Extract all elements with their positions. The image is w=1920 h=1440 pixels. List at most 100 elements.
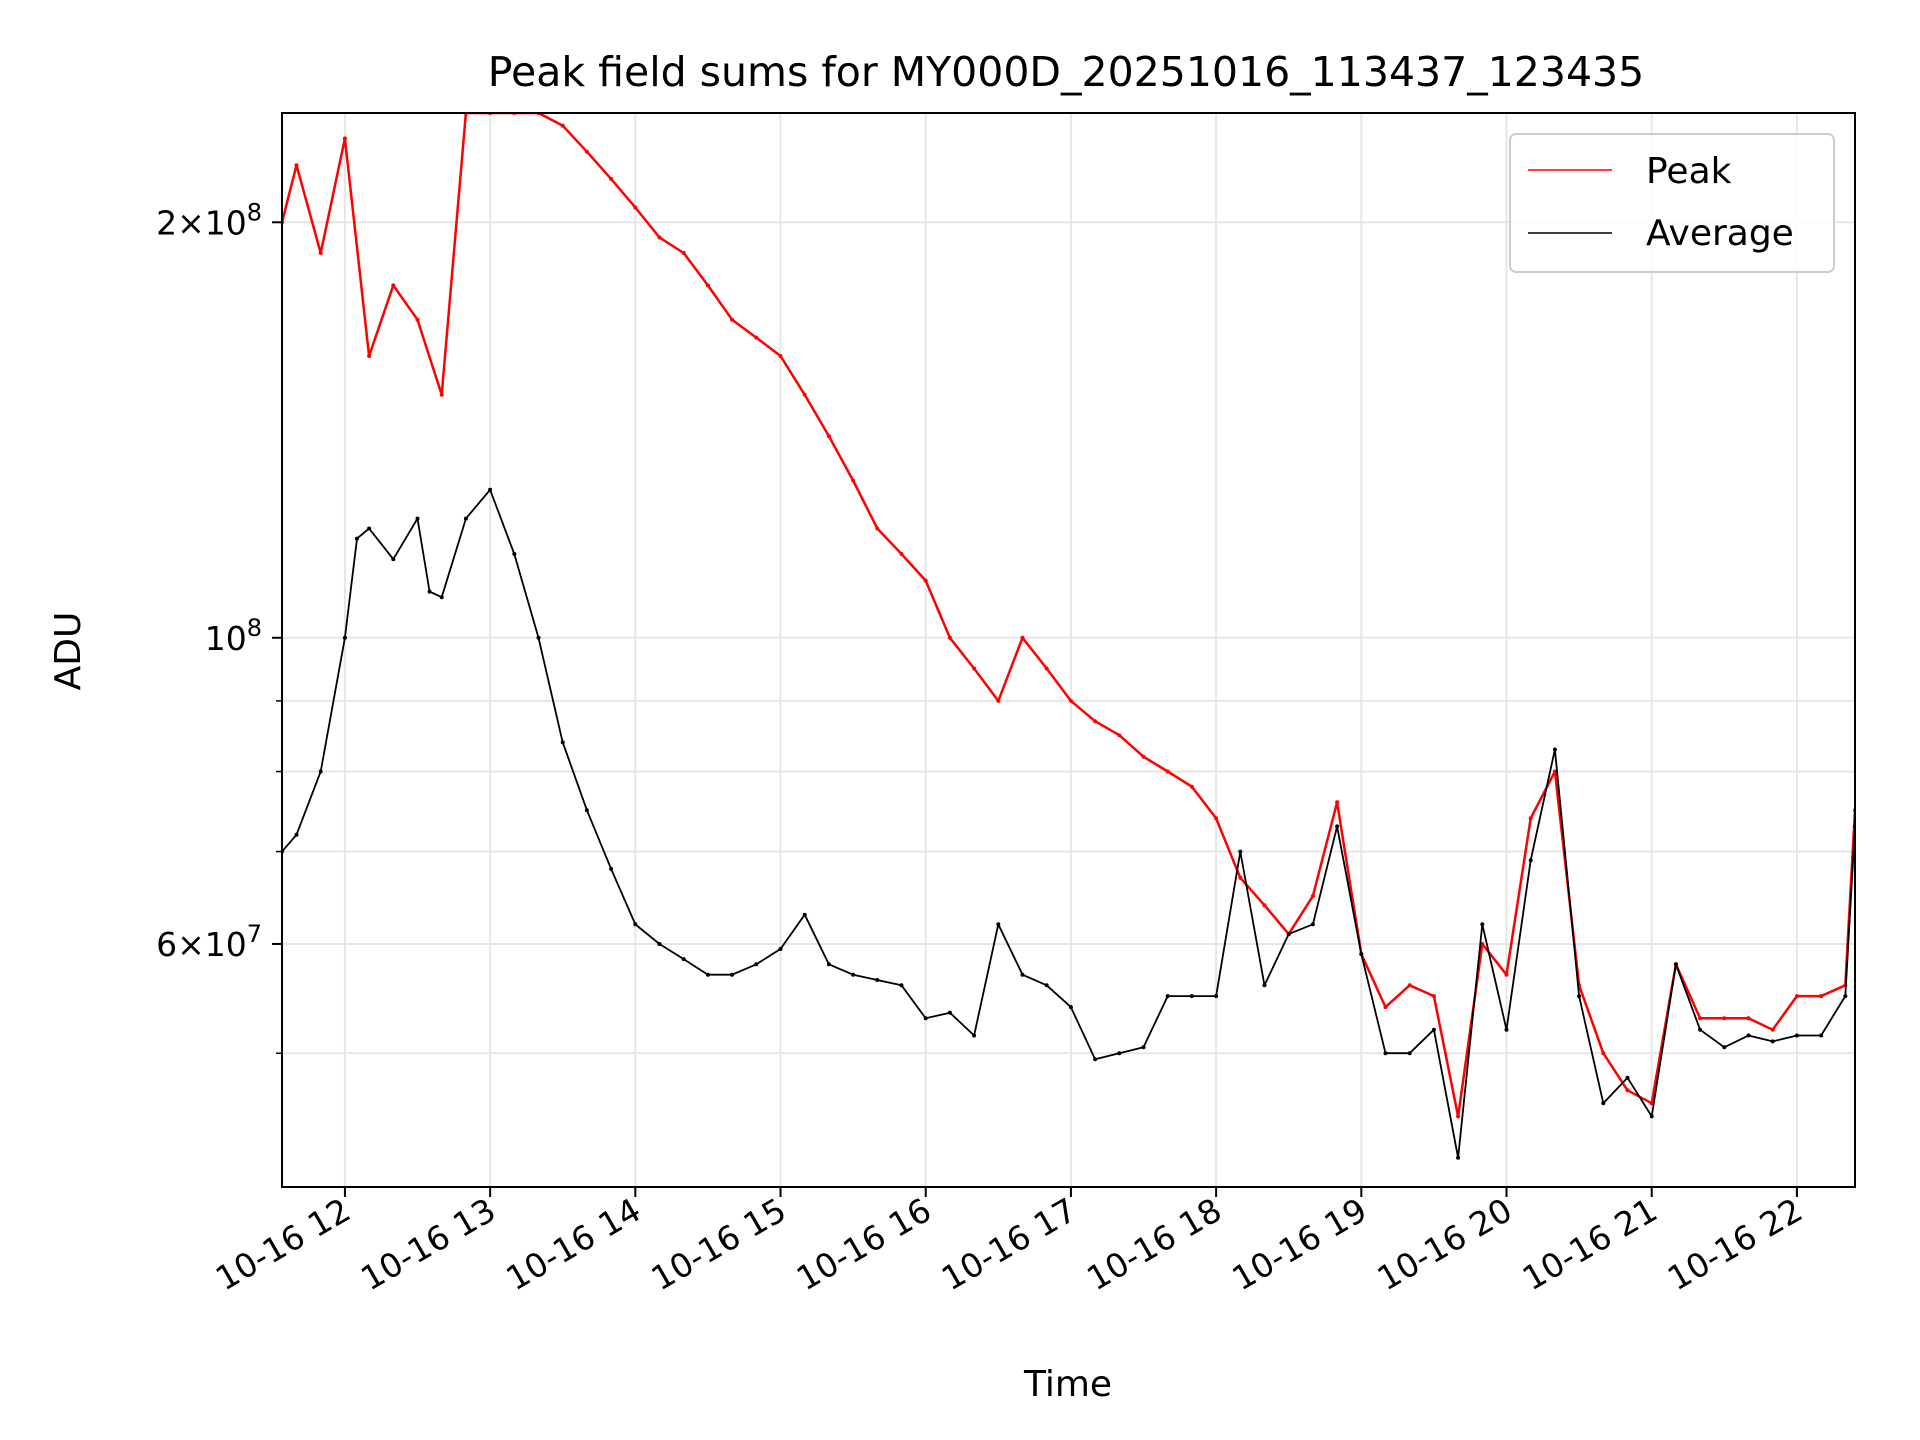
data-point-peak (1529, 816, 1533, 820)
data-point-average (488, 488, 492, 492)
data-point-average (900, 983, 904, 987)
data-point-peak (972, 667, 976, 671)
data-point-average (1190, 994, 1194, 998)
data-point-peak (851, 479, 855, 483)
data-point-average (1263, 983, 1267, 987)
data-point-peak (1771, 1028, 1775, 1032)
data-point-peak (416, 318, 420, 322)
data-point-average (1408, 1051, 1412, 1055)
data-point-average (355, 537, 359, 541)
data-point-average (1069, 1005, 1073, 1009)
data-point-peak (1021, 636, 1025, 640)
data-point-average (1432, 1028, 1436, 1032)
data-point-average (1577, 994, 1581, 998)
data-point-average (803, 913, 807, 917)
data-point-peak (1093, 719, 1097, 723)
data-point-peak (730, 318, 734, 322)
data-point-average (367, 527, 371, 531)
data-point-peak (1117, 733, 1121, 737)
data-point-peak (1384, 1005, 1388, 1009)
data-point-peak (440, 393, 444, 397)
data-point-average (609, 867, 613, 871)
data-point-average (658, 942, 662, 946)
data-point-peak (827, 434, 831, 438)
data-point-peak (1819, 994, 1823, 998)
data-point-peak (1263, 903, 1267, 907)
data-point-peak (1722, 1016, 1726, 1020)
data-point-average (1698, 1028, 1702, 1032)
data-point-average (924, 1016, 928, 1020)
data-point-average (1384, 1051, 1388, 1055)
data-point-peak (367, 354, 371, 358)
data-point-peak (1408, 983, 1412, 987)
data-point-peak (1795, 994, 1799, 998)
data-point-average (1601, 1101, 1605, 1105)
data-point-average (1287, 932, 1291, 936)
data-point-average (464, 517, 468, 521)
data-point-average (512, 552, 516, 556)
data-point-average (633, 922, 637, 926)
data-point-peak (585, 150, 589, 154)
data-point-average (1045, 983, 1049, 987)
data-point-average (948, 1011, 952, 1015)
data-point-average (1771, 1039, 1775, 1043)
data-point-average (1505, 1028, 1509, 1032)
chart-title: Peak field sums for MY000D_20251016_1134… (488, 48, 1644, 96)
data-point-peak (1601, 1051, 1605, 1055)
data-point-peak (754, 336, 758, 340)
y-tick-label: 6×107 (156, 920, 262, 964)
data-point-peak (706, 283, 710, 287)
data-point-peak (1505, 973, 1509, 977)
data-point-average (1359, 952, 1363, 956)
data-point-peak (609, 177, 613, 181)
data-point-average (851, 973, 855, 977)
data-point-average (1093, 1057, 1097, 1061)
data-point-average (428, 590, 432, 594)
data-point-average (1117, 1051, 1121, 1055)
data-point-average (1553, 748, 1557, 752)
data-point-peak (1747, 1016, 1751, 1020)
data-point-peak (1698, 1016, 1702, 1020)
data-point-average (706, 973, 710, 977)
data-point-peak (1166, 770, 1170, 774)
data-point-peak (682, 251, 686, 255)
data-point-average (1626, 1076, 1630, 1080)
data-point-average (1747, 1034, 1751, 1038)
data-point-average (875, 978, 879, 982)
data-point-peak (1045, 667, 1049, 671)
data-point-peak (1432, 994, 1436, 998)
legend-label-peak: Peak (1646, 151, 1732, 192)
data-point-average (1650, 1114, 1654, 1118)
data-point-peak (996, 699, 1000, 703)
y-tick-label: 2×108 (156, 198, 262, 242)
data-point-peak (1626, 1088, 1630, 1092)
data-point-average (295, 833, 299, 837)
data-point-average (682, 957, 686, 961)
data-point-peak (1311, 894, 1315, 898)
data-point-average (1166, 994, 1170, 998)
data-point-average (1529, 858, 1533, 862)
data-point-average (779, 947, 783, 951)
data-point-peak (1190, 785, 1194, 789)
data-point-peak (1214, 816, 1218, 820)
data-point-peak (561, 124, 565, 128)
data-point-average (1674, 962, 1678, 966)
data-point-average (1335, 824, 1339, 828)
data-point-peak (900, 552, 904, 556)
data-point-average (1843, 994, 1847, 998)
data-point-average (754, 962, 758, 966)
data-point-peak (1456, 1114, 1460, 1118)
data-point-average (1142, 1045, 1146, 1049)
data-point-average (391, 557, 395, 561)
data-point-peak (779, 354, 783, 358)
data-point-average (972, 1034, 976, 1038)
data-point-peak (924, 579, 928, 583)
data-point-peak (1069, 699, 1073, 703)
data-point-peak (658, 236, 662, 240)
data-point-average (343, 636, 347, 640)
data-point-average (1795, 1034, 1799, 1038)
data-point-peak (391, 283, 395, 287)
data-point-average (585, 808, 589, 812)
data-point-average (1480, 922, 1484, 926)
